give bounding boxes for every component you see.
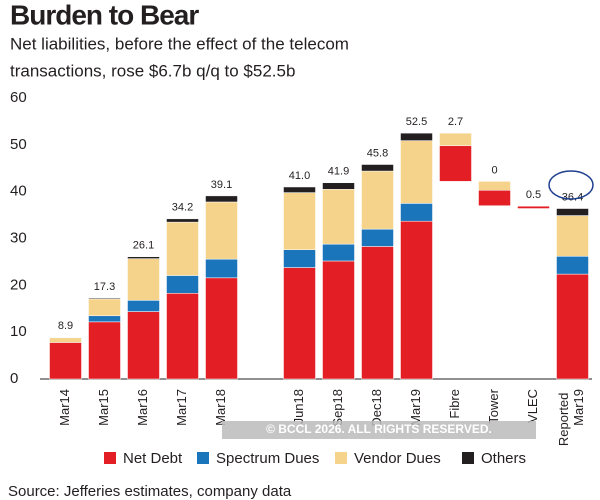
x-tick-label: Mar18 (213, 389, 228, 426)
bar-segment (166, 218, 199, 223)
x-tick-label: Mar17 (174, 389, 189, 426)
legend-swatch (104, 452, 116, 464)
watermark: © BCCL 2026. ALL RIGHTS RESERVED. (266, 422, 492, 436)
bar-segment (283, 267, 316, 380)
bar-segment (49, 342, 82, 380)
y-tick-label: 30 (10, 229, 27, 246)
legend-swatch (335, 452, 347, 464)
x-tick-label: Mar15 (96, 389, 111, 426)
legend-label: Spectrum Dues (216, 450, 319, 467)
chart-subtitle: Net liabilities, before the effect of th… (10, 34, 349, 53)
x-tick-label: VLEC (525, 389, 540, 423)
bar-segment (400, 140, 433, 204)
bar-segment (400, 220, 433, 380)
value-label: 52.5 (406, 116, 427, 128)
bar-segment (556, 215, 589, 257)
bar-segment (322, 189, 355, 245)
bar-segment (88, 315, 121, 323)
bar-segment (166, 293, 199, 380)
bar-segment (439, 145, 472, 182)
value-label: 8.9 (58, 320, 73, 332)
bar-segment (205, 195, 238, 203)
bar-segment (322, 243, 355, 262)
y-tick-label: 10 (10, 323, 27, 340)
bar-segment (400, 132, 433, 141)
bar-segment (361, 170, 394, 230)
chart-subtitle: transactions, rose $6.7b q/q to $52.5b (10, 61, 295, 80)
bar-segment (166, 221, 199, 276)
bar-segment (166, 275, 199, 294)
value-label: 39.1 (211, 179, 232, 191)
legend-swatch (462, 452, 474, 464)
value-label: 0.5 (526, 189, 541, 201)
bar-segment (127, 256, 160, 259)
value-label: 34.2 (172, 202, 193, 214)
bar-segment (283, 249, 316, 268)
legend-swatch (197, 452, 209, 464)
legend-label: Others (481, 450, 526, 467)
bar-segment (49, 337, 82, 343)
x-tick-label: Jun18 (291, 389, 306, 424)
bar-segment (127, 300, 160, 312)
plot: 0 10 20 30 40 50 60 Mar14 8.9 Mar15 17.3 Mar16 26.1 M… (10, 89, 589, 446)
x-tick-label: Dec18 (369, 389, 384, 427)
bar-segment (88, 321, 121, 380)
bar-segment (556, 208, 589, 216)
bar-segment (127, 258, 160, 301)
bar-segment (439, 132, 472, 147)
value-label: 41.0 (289, 170, 310, 182)
y-tick-label: 60 (10, 89, 27, 106)
bar-segment (478, 190, 511, 206)
value-label: 36.4 (562, 191, 583, 203)
bar-segment (127, 311, 160, 380)
bar-segment (361, 246, 394, 380)
value-label: 45.8 (367, 147, 388, 159)
value-label: 41.9 (328, 166, 349, 178)
bar-segment (322, 182, 355, 190)
legend-label: Vendor Dues (354, 450, 441, 467)
y-tick-label: 50 (10, 136, 27, 153)
value-label: 17.3 (94, 281, 115, 293)
bar-segment (400, 203, 433, 222)
watermark-band (222, 421, 536, 439)
highlight-circle (548, 170, 594, 200)
value-label: 0 (491, 164, 497, 176)
value-label: 26.1 (133, 240, 154, 252)
bar-segment (517, 205, 550, 209)
y-tick-label: 20 (10, 276, 27, 293)
x-tick-label: Tower (486, 388, 501, 423)
bar-segment (283, 192, 316, 250)
value-label: 2.7 (448, 116, 463, 128)
legend-label: Net Debt (123, 450, 183, 467)
bar-segment (205, 258, 238, 279)
bar-segment (478, 181, 511, 191)
bar-segment (88, 297, 121, 300)
bar-segment (361, 164, 394, 172)
bar-segment (205, 201, 238, 260)
x-tick-label: Mar14 (57, 389, 72, 426)
bar-segment (322, 260, 355, 380)
bar-segment (361, 228, 394, 247)
bar-segment (88, 298, 121, 317)
x-tick-label: Mar19 (408, 389, 423, 426)
x-tick-label: Fibre (447, 389, 462, 419)
y-tick-label: 40 (10, 183, 27, 200)
x-tick-label: Reported Mar19 (556, 389, 586, 446)
chart-title: Burden to Bear (10, 0, 199, 30)
x-tick-label: Sep18 (330, 389, 345, 427)
bar-segment (283, 186, 316, 193)
bar-segment (205, 277, 238, 380)
x-tick-label: Mar16 (135, 389, 150, 426)
bar-segment (556, 273, 589, 380)
source-note: Source: Jefferies estimates, company dat… (8, 483, 292, 500)
legend: Net Debt Spectrum Dues Vendor Dues Others (104, 450, 526, 467)
y-tick-label: 0 (10, 370, 18, 387)
bar-segment (556, 256, 589, 275)
